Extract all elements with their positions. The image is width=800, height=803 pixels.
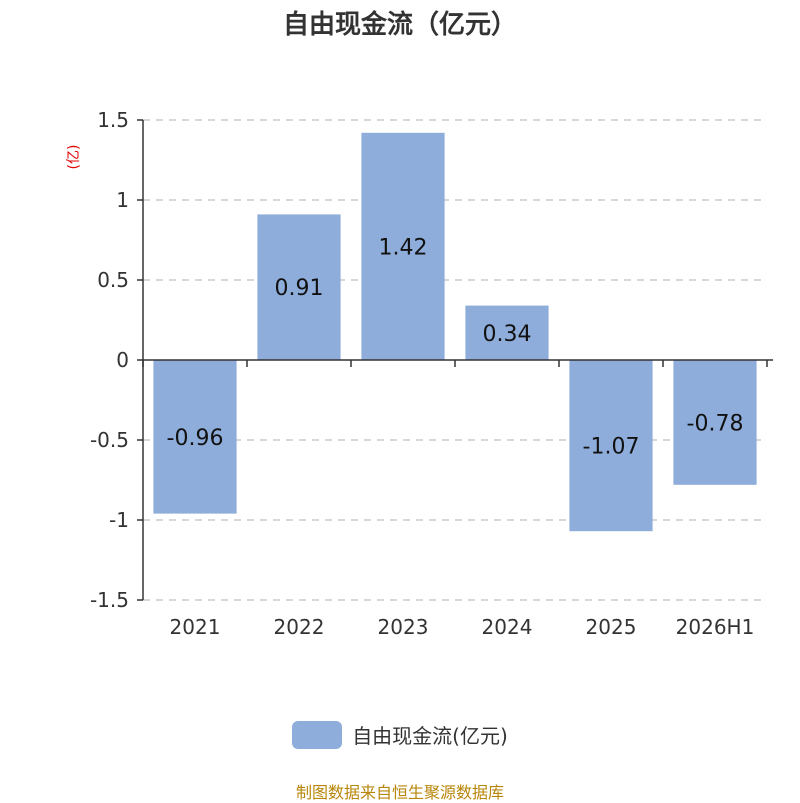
y-tick-label: -0.5 (90, 428, 129, 452)
y-axis-label: (亿) (66, 145, 82, 170)
source-note: 制图数据来自恒生聚源数据库 (295, 783, 504, 802)
x-tick-label: 2026H1 (676, 615, 755, 639)
bars (153, 132, 757, 532)
data-label: 0.34 (483, 322, 532, 347)
data-label: 0.91 (275, 276, 324, 301)
y-tick-label: 1 (116, 188, 129, 212)
data-label: -0.78 (687, 411, 744, 436)
y-tick-label: 0 (116, 348, 129, 372)
chart-title: 自由现金流（亿元） (282, 10, 517, 40)
data-label: -1.07 (583, 435, 640, 460)
x-tick-label: 2025 (586, 615, 637, 639)
axes: -1.5 -1 -0.5 0 0.5 1 1.5 2021 2022 2023 2024 2025 20… (90, 108, 773, 639)
bar (361, 132, 445, 360)
x-tick-label: 2024 (482, 615, 533, 639)
y-tick-label: -1.5 (90, 588, 129, 612)
bar (153, 360, 237, 514)
legend[interactable]: 自由现金流(亿元) (0, 720, 800, 749)
x-tick-label: 2022 (274, 615, 325, 639)
bar (569, 360, 653, 532)
x-tick-label: 2021 (170, 615, 221, 639)
bar (465, 305, 549, 360)
y-tick-label: 0.5 (97, 268, 129, 292)
legend-swatch (292, 720, 343, 749)
data-labels: -0.96 0.91 1.42 0.34 -1.07 -0.78 (167, 235, 744, 459)
bar (257, 214, 341, 360)
data-label: 1.42 (379, 235, 428, 260)
bar (673, 360, 757, 485)
y-tick-label: -1 (109, 508, 129, 532)
y-tick-label: 1.5 (97, 108, 129, 132)
x-tick-label: 2023 (378, 615, 429, 639)
legend-label: 自由现金流(亿元) (352, 724, 508, 748)
data-label: -0.96 (167, 426, 224, 451)
grid-lines (143, 119, 767, 601)
